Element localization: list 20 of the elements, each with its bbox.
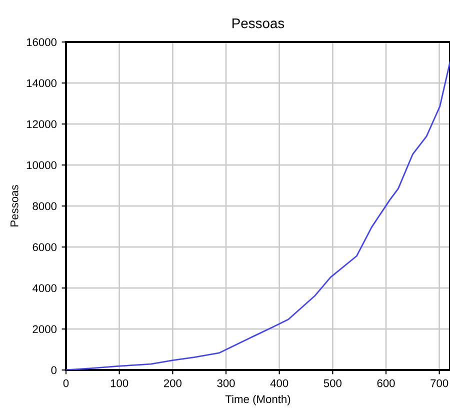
- x-tick-label: 400: [270, 379, 288, 388]
- y-tick-label: 14000: [26, 79, 57, 88]
- y-tick-label: 12000: [26, 120, 57, 128]
- y-tick-label: 10000: [26, 161, 57, 170]
- y-tick-label: 0: [51, 366, 57, 374]
- x-tick-label: 200: [164, 379, 182, 388]
- x-tick-label: 600: [377, 379, 395, 388]
- y-tick-label: 16000: [26, 38, 57, 46]
- x-tick-label: 700: [430, 379, 448, 388]
- chart-title: Pessoas: [232, 18, 284, 28]
- y-tick-label: 4000: [32, 284, 57, 292]
- x-tick-label: 500: [324, 379, 342, 388]
- x-axis-title: Time (Month): [225, 394, 290, 406]
- x-tick-label: 0: [63, 379, 69, 388]
- y-tick-label: 6000: [32, 243, 57, 252]
- x-tick-label: 300: [217, 379, 235, 388]
- y-axis-title: Pessoas: [10, 185, 18, 226]
- y-tick-label: 8000: [32, 202, 57, 210]
- x-tick-label: 100: [110, 379, 128, 388]
- y-tick-label: 2000: [32, 325, 57, 334]
